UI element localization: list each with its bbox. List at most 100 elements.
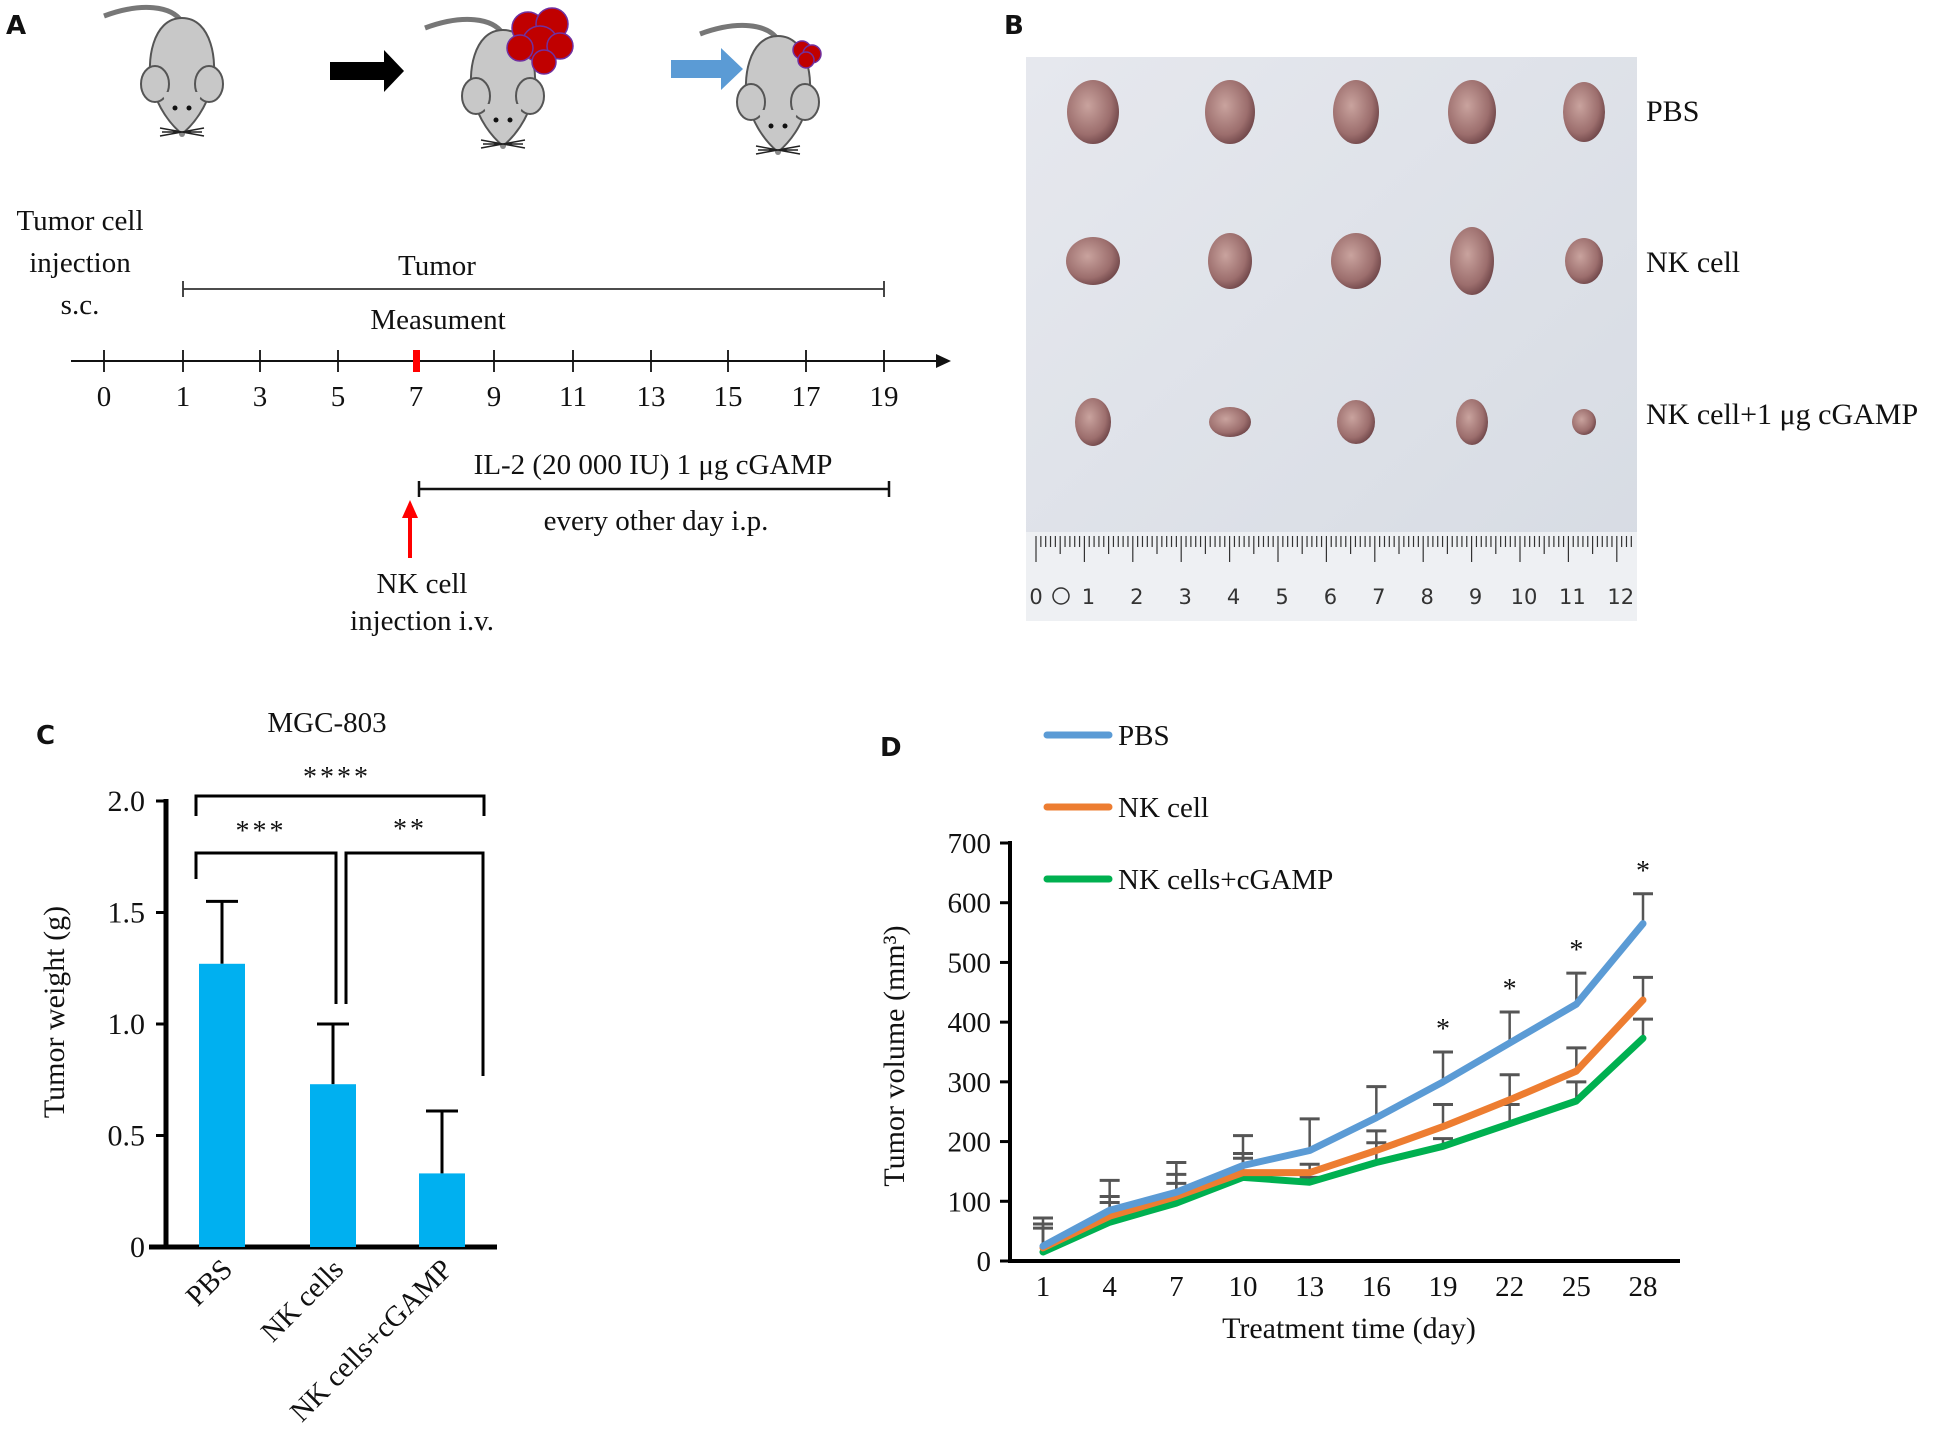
chart-d-y-tick-label: 700 xyxy=(948,828,992,860)
chart-d-legend-label: NK cells+cGAMP xyxy=(1118,864,1333,896)
tumor-sample xyxy=(1067,80,1119,144)
ruler-circle-icon xyxy=(1052,587,1070,605)
chart-d-significance-star: * xyxy=(1503,974,1517,1005)
tumor-weight-bar-chart: MGC-803 Tumor weight (g) 0 0.5 1.0 1.5 2.0 PB… xyxy=(38,707,497,1428)
large-tumor-icon xyxy=(506,7,574,75)
treatment-schedule: every other day i.p. xyxy=(544,505,769,537)
chart-c-x-tick-label: NK cells xyxy=(255,1253,350,1348)
tumor-sample xyxy=(1565,238,1603,284)
chart-c-x-tick-label: PBS xyxy=(180,1253,239,1312)
chart-d-x-label: Treatment time (day) xyxy=(1222,1312,1476,1345)
chart-c-significance-label: *** xyxy=(236,816,287,847)
row-label-nk-cell: NK cell xyxy=(1646,246,1740,279)
chart-c-y-label: Tumor weight (g) xyxy=(38,906,71,1118)
chart-d-y-label: Tumor volume (mm³) xyxy=(878,925,911,1186)
chart-d-x-tick-label: 16 xyxy=(1362,1271,1391,1303)
timeline-tick-label: 11 xyxy=(559,381,587,413)
timeline-tick-label: 3 xyxy=(253,381,268,413)
tumor-sample xyxy=(1572,409,1596,435)
timeline-tick-label: 17 xyxy=(792,381,821,413)
chart-d-series-line xyxy=(1039,1034,1647,1256)
tumor-sample xyxy=(1208,233,1252,289)
ruler-number: 7 xyxy=(1372,585,1385,609)
chart-d-x-tick-label: 22 xyxy=(1495,1271,1524,1303)
chart-d-series-line xyxy=(1039,996,1647,1252)
timeline-tick-label: 0 xyxy=(97,381,112,413)
blue-arrow-icon xyxy=(671,48,743,90)
ruler-number: 3 xyxy=(1179,585,1192,609)
nk-injection-arrow-icon xyxy=(402,500,418,558)
treatment-label: IL-2 (20 000 IU) 1 μg cGAMP xyxy=(474,449,833,481)
panel-label-a: A xyxy=(6,11,26,41)
chart-d-y-tick-label: 100 xyxy=(948,1186,992,1218)
chart-c-y-tick-label: 0.5 xyxy=(108,1120,146,1153)
injection-label-line-2: injection xyxy=(29,247,131,279)
tumor-sample xyxy=(1563,82,1605,142)
ruler-number: 10 xyxy=(1511,585,1538,609)
chart-c-significance-bracket xyxy=(194,851,338,1004)
chart-d-x-tick-label: 25 xyxy=(1562,1271,1591,1303)
ruler-number: 0 xyxy=(1029,585,1042,609)
nk-injection-line-2: injection i.v. xyxy=(350,605,494,637)
chart-c-title: MGC-803 xyxy=(267,707,386,739)
chart-c-bar xyxy=(310,1084,356,1247)
tumor-sample xyxy=(1066,237,1120,285)
panel-label-c: C xyxy=(36,721,55,751)
chart-d-series-line xyxy=(1039,920,1647,1250)
tumor-sample xyxy=(1075,398,1111,446)
chart-d-x-tick-label: 1 xyxy=(1036,1271,1051,1303)
chart-d-y-tick-label: 500 xyxy=(948,947,992,979)
chart-d-significance-star: * xyxy=(1436,1014,1450,1045)
row-label-pbs: PBS xyxy=(1646,95,1699,128)
chart-c-bar xyxy=(419,1173,465,1247)
chart-c-bar xyxy=(199,963,245,1247)
chart-d-x-tick-label: 7 xyxy=(1169,1271,1184,1303)
timeline-tick-label: 13 xyxy=(637,381,666,413)
panel-a-schematic: Tumor cell injection s.c. Tumor Measumen… xyxy=(16,7,951,637)
chart-d-y-tick-label: 600 xyxy=(948,888,992,920)
chart-c-y-tick-label: 0 xyxy=(130,1231,145,1264)
chart-d-significance-star: * xyxy=(1636,856,1650,887)
panel-label-b: B xyxy=(1004,11,1024,41)
ruler-number: 12 xyxy=(1607,585,1634,609)
chart-d-x-tick-label: 13 xyxy=(1295,1271,1324,1303)
chart-d-y-tick-label: 0 xyxy=(977,1246,992,1278)
ruler-number: 4 xyxy=(1227,585,1240,609)
timeline-arrowhead-icon xyxy=(936,354,951,368)
chart-d-x-tick-label: 28 xyxy=(1629,1271,1658,1303)
tumor-volume-line-chart: Tumor volume (mm³) Treatment time (day) … xyxy=(878,720,1680,1345)
chart-d-x-tick-label: 19 xyxy=(1429,1271,1458,1303)
small-tumor-icon xyxy=(792,40,822,69)
panel-b-tumor-photo: 0 1 2 3 4 5 6 7 8 9 10 11 12 PBS NK cell NK cell+1 μ… xyxy=(1026,57,1918,621)
chart-d-legend-label: PBS xyxy=(1118,720,1170,752)
tumor-sample xyxy=(1337,400,1375,444)
ruler-number: 8 xyxy=(1421,585,1434,609)
chart-d-y-tick-label: 200 xyxy=(948,1127,992,1159)
tumor-sample xyxy=(1331,233,1381,289)
ruler-number: 11 xyxy=(1559,585,1586,609)
ruler-number: 1 xyxy=(1082,585,1095,609)
chart-c-significance-label: **** xyxy=(303,762,371,793)
chart-c-significance-label: ** xyxy=(393,814,427,845)
timeline-tick-label: 1 xyxy=(176,381,191,413)
timeline-axis: 0 1 3 5 7 9 11 13 15 17 19 xyxy=(71,350,951,413)
injection-label-line-3: s.c. xyxy=(61,289,100,321)
black-arrow-icon xyxy=(330,50,404,92)
tumor-sample xyxy=(1448,80,1496,144)
timeline-tick-label: 5 xyxy=(331,381,346,413)
panel-label-d: D xyxy=(880,733,902,763)
chart-d-x-tick-label: 4 xyxy=(1102,1271,1117,1303)
tumor-measurement-bracket xyxy=(182,281,885,297)
measurement-label: Measument xyxy=(370,304,505,336)
chart-c-y-tick-label: 1.0 xyxy=(108,1008,146,1041)
chart-d-significance-star: * xyxy=(1569,935,1583,966)
injection-label-line-1: Tumor cell xyxy=(16,205,143,237)
tumor-sample xyxy=(1456,399,1488,445)
treatment-bracket xyxy=(417,481,891,497)
excised-tumors xyxy=(1066,80,1605,446)
chart-c-y-tick-label: 1.5 xyxy=(108,897,146,930)
chart-c-significance-bracket xyxy=(194,794,486,816)
ruler-number: 5 xyxy=(1275,585,1288,609)
timeline-tick-label: 15 xyxy=(714,381,743,413)
